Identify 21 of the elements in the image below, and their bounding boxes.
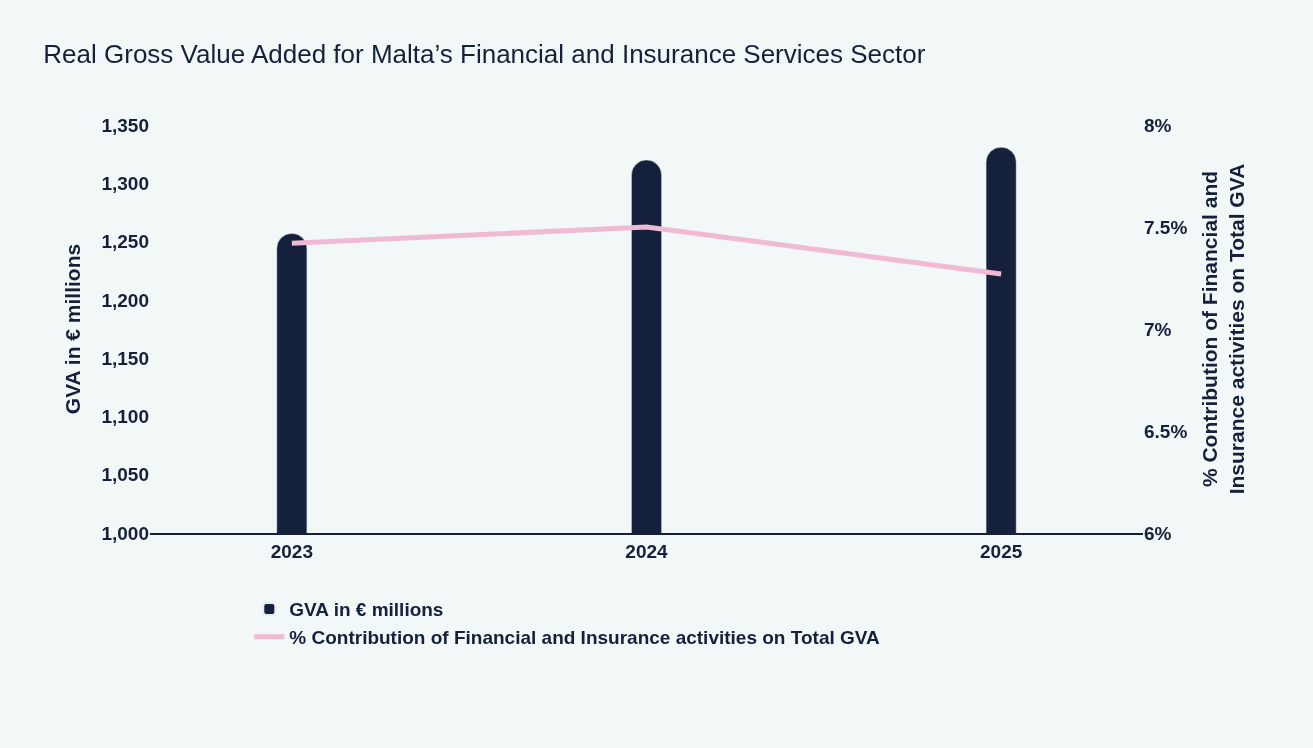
y-tick-label: 1,050: [101, 464, 149, 486]
chart-title: Real Gross Value Added for Malta’s Financial and Insurance Services Sector: [43, 39, 926, 70]
y-axis-title: GVA in € millions: [60, 243, 84, 415]
y-tick-label: 1,350: [101, 114, 149, 136]
legend-label: % Contribution of Financial and Insurance activities on Total GVA: [289, 627, 881, 649]
y-tick-label: 1,150: [101, 347, 149, 369]
y2-tick-label: 6.5%: [1144, 420, 1188, 442]
x-tick-label: 2023: [270, 540, 313, 562]
y-tick-label: 1,200: [101, 289, 149, 311]
y2-tick-label: 7%: [1144, 318, 1172, 340]
y-tick-label: 1,000: [101, 522, 149, 544]
x-tick-label: 2025: [980, 540, 1023, 562]
y-tick-label: 1,300: [101, 172, 149, 194]
y-tick-label: 1,100: [101, 406, 149, 428]
legend-label: GVA in € millions: [289, 599, 444, 621]
y2-tick-label: 7.5%: [1144, 216, 1188, 238]
x-tick-label: 2024: [625, 540, 669, 562]
y2-tick-label: 8%: [1144, 114, 1172, 136]
y2-axis-title: % Contribution of Financial and Insurance activities on Total GVA: [1197, 163, 1248, 495]
y-tick-label: 1,250: [101, 231, 149, 253]
y2-tick-label: 6%: [1144, 522, 1172, 544]
